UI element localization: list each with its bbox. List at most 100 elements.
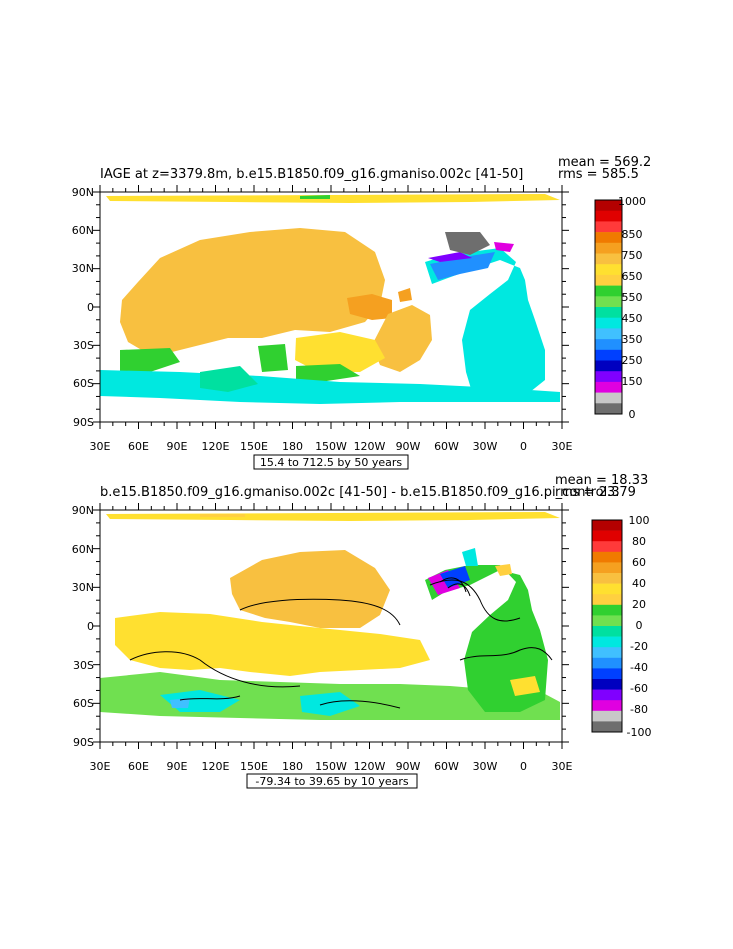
lon-label: 180 [282,760,303,773]
colorbar-label: 40 [632,577,646,590]
lon-label: 120E [202,760,230,773]
colorbar-swatch [592,679,622,690]
colorbar-label: 650 [622,270,643,283]
mean-value: mean = 18.33 [555,473,648,488]
colorbar-swatch [595,339,622,351]
latitude-labels: 90N 60N 30N 0 30S 60S 90S [72,186,94,429]
lat-label: 60S [73,697,94,710]
lon-label: 90W [396,440,421,453]
colorbar-swatch [595,285,622,297]
colorbar-label: 100 [629,514,650,527]
rms-value: rms = 23.79 [555,485,636,500]
colorbar-swatch [592,626,622,637]
colorbar-swatch [595,242,622,254]
longitude-labels: 30E 60E 90E 120E 150E 180 150W 120W 90W … [90,760,573,773]
contour-info: -79.34 to 39.65 by 10 years [255,775,409,788]
lat-label: 0 [87,620,94,633]
colorbar-swatch [592,689,622,701]
colorbar-swatch [592,530,622,542]
colorbar-border [594,199,623,415]
colorbar-label: 550 [622,291,643,304]
colorbar-labels: 100 80 60 40 20 0 -20 -40 -60 -80 -100 [627,514,652,739]
colorbar-swatch [592,583,622,595]
panel-ideal-age: IAGE at z=3379.8m, b.e15.B1850.f09_g16.g… [72,155,651,470]
contour-info-box [246,773,418,789]
colorbar-swatch [592,647,622,659]
colorbar-swatch [592,594,622,606]
lon-label: 60E [128,760,149,773]
contour-lines [129,577,553,709]
lon-label: 30E [552,440,573,453]
lat-label: 90S [73,416,94,429]
colorbar-swatch [592,668,622,680]
map-field [100,512,560,720]
colorbar-swatch [592,721,622,733]
colorbar-swatch [592,615,622,627]
lon-label: 30W [473,440,498,453]
colorbar-label: 450 [622,312,643,325]
colorbar-swatch [592,573,622,584]
colorbar-swatch [595,349,622,361]
lon-label: 90W [396,760,421,773]
colorbar-swatch [595,392,622,404]
mean-value: mean = 569.2 [558,155,651,170]
lon-label: 60E [128,440,149,453]
longitude-labels: 30E 60E 90E 120E 150E 180 150W 120W 90W … [90,440,573,453]
colorbar [594,199,623,415]
colorbar-swatch [592,562,622,574]
panel-title: IAGE at z=3379.8m, b.e15.B1850.f09_g16.g… [100,167,523,182]
colorbar [591,519,623,733]
colorbar-label: 60 [632,556,646,569]
contour-info-box [253,454,409,470]
lon-label: 120W [354,760,386,773]
colorbar-swatch [592,520,622,531]
colorbar-label: -40 [630,661,648,674]
lat-label: 90S [73,736,94,749]
colorbar-label: 1000 [618,195,646,208]
lat-label: 30S [73,659,94,672]
lat-label: 30S [73,339,94,352]
colorbar-swatch [595,403,622,415]
contour-info: 15.4 to 712.5 by 50 years [260,456,403,469]
map-ticks [93,185,569,429]
colorbar-swatch [592,710,622,722]
colorbar-swatch [595,371,622,383]
colorbar-label: -20 [630,640,648,653]
colorbar-label: -60 [630,682,648,695]
rms-value: rms = 585.5 [558,167,639,182]
lon-label: 30W [473,760,498,773]
lat-label: 0 [87,301,94,314]
lon-label: 90E [167,440,188,453]
colorbar-label: 20 [632,598,646,611]
lon-label: 0 [520,760,527,773]
colorbar-swatch [595,232,622,244]
colorbar-border [591,519,623,733]
panel-age-difference: b.e15.B1850.f09_g16.gmaniso.002c [41-50]… [72,473,652,789]
lon-label: 120W [354,440,386,453]
colorbar-label: 80 [632,535,646,548]
map-field [100,194,560,404]
lon-label: 90E [167,760,188,773]
colorbar-swatch [595,328,622,340]
panel-title: b.e15.B1850.f09_g16.gmaniso.002c [41-50]… [100,485,620,500]
colorbar-swatch [595,307,622,318]
lon-label: 150E [240,440,268,453]
colorbar-label: 850 [622,228,643,241]
colorbar-label: -100 [627,726,652,739]
lat-label: 90N [72,504,94,517]
colorbar-label: -80 [630,703,648,716]
lat-label: 60N [72,224,94,237]
lat-label: 30N [72,262,94,275]
lon-label: 150E [240,760,268,773]
lat-label: 60S [73,377,94,390]
colorbar-swatch [595,264,622,276]
colorbar-label: 250 [622,354,643,367]
lon-label: 180 [282,440,303,453]
lon-label: 150W [315,760,347,773]
colorbar-label: 0 [636,619,643,632]
latitude-labels: 90N 60N 30N 0 30S 60S 90S [72,504,94,749]
colorbar-labels: 1000 850 750 650 550 450 350 250 150 0 [618,195,646,421]
colorbar-swatch [595,210,622,222]
lon-label: 0 [520,440,527,453]
